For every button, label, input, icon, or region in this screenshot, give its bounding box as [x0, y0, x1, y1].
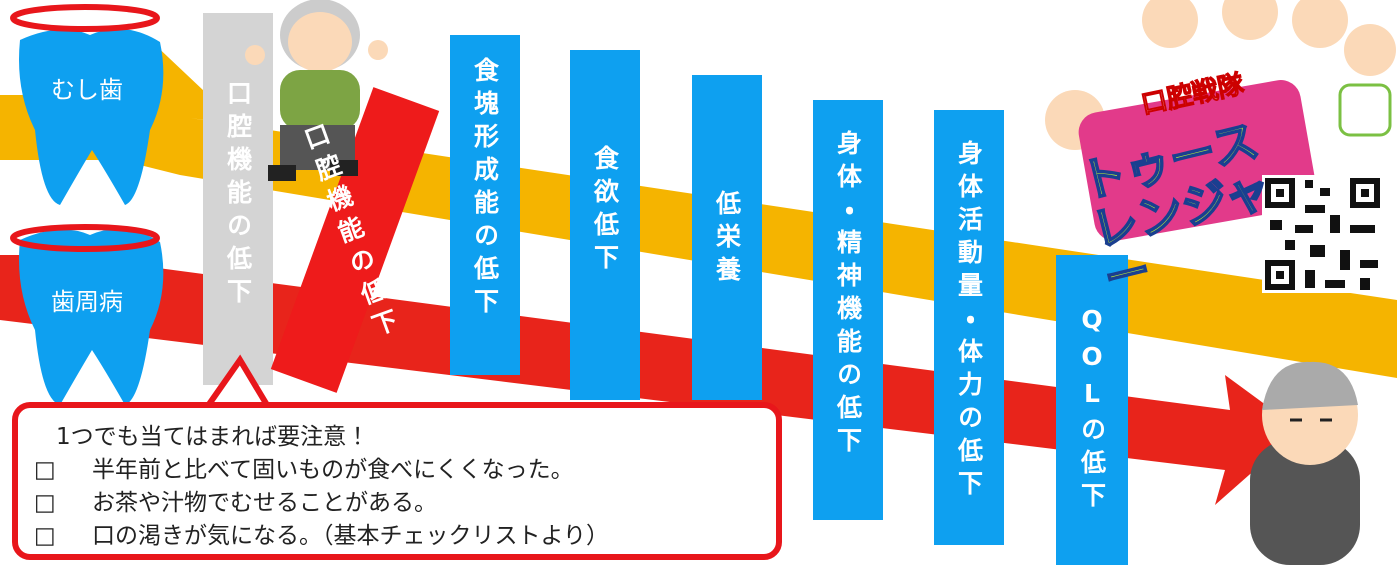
stage-box: 身体活動量・体力の低下 [934, 110, 1004, 545]
checkbox: □ [34, 523, 56, 549]
checklist-item: □ 口の渇きが気になる。（基本チェックリストより） [34, 521, 776, 551]
tired-elder-illustration [1250, 361, 1360, 565]
stage-box: QOLの低下 [1056, 255, 1128, 565]
stage-box: 低栄養 [692, 75, 762, 400]
item-text: 半年前と比べて固いものが食べにくくなった。 [92, 457, 574, 483]
stage-box: 食欲低下 [570, 50, 640, 400]
checkbox: □ [34, 490, 56, 516]
item-text: お茶や汁物でむせることがある。 [92, 490, 437, 516]
gray-box [203, 13, 273, 385]
happy-elder-illustration [245, 0, 388, 181]
checkbox: □ [34, 457, 56, 483]
item-text: 口の渇きが気になる。（基本チェックリストより） [92, 523, 610, 549]
tooth-label: 歯周病 [51, 288, 123, 316]
tooth-icon [19, 28, 164, 405]
stage-box: 身体・精神機能の低下 [813, 100, 883, 520]
checklist-item: □ お茶や汁物でむせることがある。 [34, 488, 776, 518]
checklist-callout: 1つでも当てはまれば要注意！ □ 半年前と比べて固いものが食べにくくなった。 □ お… [12, 402, 782, 560]
qr-code [1262, 175, 1384, 293]
stage-label: 口腔機能の低下 [223, 80, 253, 311]
logo-graphic [1045, 0, 1396, 241]
halo [10, 4, 160, 252]
stage-box: 食塊形成能の低下 [450, 35, 520, 375]
tooth-label: むし歯 [51, 76, 123, 104]
checklist-item: □ 半年前と比べて固いものが食べにくくなった。 [34, 455, 776, 485]
red-box [270, 87, 440, 393]
callout-heading: 1つでも当てはまれば要注意！ [56, 424, 370, 450]
